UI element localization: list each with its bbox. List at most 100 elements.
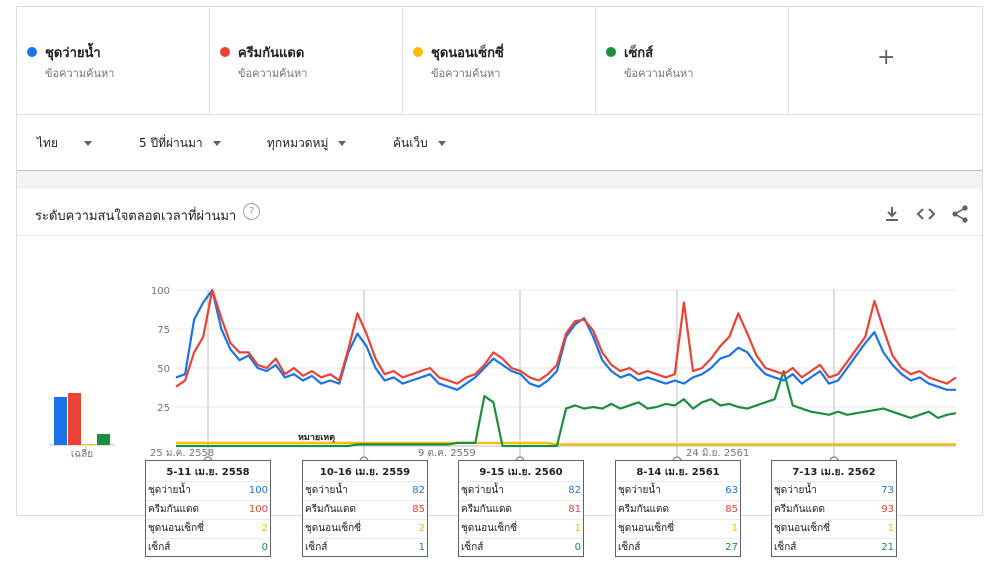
y-axis-ticks: 100 75 50 25 (151, 286, 170, 414)
tooltip-date: 7-13 เม.ย. 2562 (792, 467, 876, 478)
average-bar[interactable] (82, 444, 95, 445)
note-label[interactable]: หมายเหตุ (298, 433, 335, 443)
tooltip-series-value: 100 (248, 504, 268, 515)
search-type-dropdown[interactable]: ค้นเว็บ (393, 134, 446, 153)
tooltip-series-name: ครีมกันแดด (148, 504, 199, 515)
chart-tooltip: 7-13 เม.ย. 2562 ชุดว่ายน้ำ 73 ครีมกันแดด 93 ช… (771, 460, 897, 557)
term-card-1[interactable]: ชุดว่ายน้ำ ข้อความค้นหา (17, 7, 210, 114)
tooltip-series-value: 1 (731, 523, 738, 534)
caret-down-icon (83, 141, 92, 146)
help-icon[interactable]: ? (243, 203, 260, 220)
tooltip-series-value: 100 (248, 485, 268, 496)
average-label: เฉลี่ย (71, 446, 93, 460)
tooltip-row: เซ็กส์ 0 (459, 538, 583, 557)
term-color-dot (220, 47, 230, 57)
tooltip-series-value: 81 (568, 504, 581, 515)
term-type: ข้อความค้นหา (431, 67, 501, 80)
search-terms-row: ชุดว่ายน้ำ ข้อความค้นหา ครีมกันแดด ข้อคว… (17, 7, 982, 115)
tooltip-row: ชุดนอนเซ็กซี่ 1 (772, 519, 896, 538)
tooltip-series-name: เซ็กส์ (774, 542, 797, 553)
term-label: ครีมกันแดด (238, 46, 305, 61)
term-card-3[interactable]: ชุดนอนเซ็กซี่ ข้อความค้นหา (403, 7, 596, 114)
tooltip-date: 10-16 เม.ย. 2559 (319, 467, 411, 478)
term-type: ข้อความค้นหา (624, 67, 694, 80)
x-axis-ticks: 25 ม.ค. 2558 9 ต.ค. 2559 24 มิ.ย. 2561 (150, 448, 749, 459)
category-label: ทุกหมวดหมู่ (267, 136, 329, 150)
region-dropdown[interactable]: ไทย (37, 134, 92, 153)
tooltip-series-value: 21 (881, 542, 894, 553)
download-icon[interactable] (881, 203, 903, 225)
tooltip-series-name: ชุดว่ายน้ำ (618, 485, 661, 496)
embed-code-icon[interactable] (915, 203, 937, 225)
tooltip-series-value: 0 (261, 542, 268, 553)
tooltip-series-name: ชุดนอนเซ็กซี่ (305, 523, 362, 534)
chart-tooltip: 8-14 เม.ย. 2561 ชุดว่ายน้ำ 63 ครีมกันแดด 85 ช… (615, 460, 741, 557)
tooltip-series-value: 1 (418, 542, 425, 553)
tooltip-row: ชุดว่ายน้ำ 63 (616, 481, 740, 500)
tooltip-series-value: 73 (881, 485, 894, 496)
tooltip-series-name: ชุดว่ายน้ำ (305, 485, 348, 496)
tooltip-series-name: ชุดนอนเซ็กซี่ (618, 523, 675, 534)
tooltip-series-value: 63 (725, 485, 738, 496)
y-tick-label: 25 (157, 403, 170, 414)
caret-down-icon (338, 141, 347, 146)
add-term-button[interactable]: + (789, 7, 982, 114)
term-color-dot (413, 47, 423, 57)
tooltip-series-value: 1 (887, 523, 894, 534)
term-card-4[interactable]: เซ็กส์ ข้อความค้นหา (596, 7, 789, 114)
category-dropdown[interactable]: ทุกหมวดหมู่ (267, 134, 347, 153)
tooltip-row: ครีมกันแดด 81 (459, 500, 583, 519)
y-tick-label: 75 (157, 325, 170, 336)
term-card-2[interactable]: ครีมกันแดด ข้อความค้นหา (210, 7, 403, 114)
tooltip-series-name: ชุดว่ายน้ำ (148, 485, 191, 496)
tooltip-series-name: ครีมกันแดด (618, 504, 669, 515)
tooltip-series-value: 0 (574, 542, 581, 553)
term-color-dot (27, 47, 37, 57)
term-label: ชุดนอนเซ็กซี่ (431, 46, 504, 61)
tooltip-series-name: เซ็กส์ (305, 542, 328, 553)
average-bar[interactable] (54, 397, 67, 445)
tooltip-row: ครีมกันแดด 85 (303, 500, 427, 519)
tooltip-row: ครีมกันแดด 93 (772, 500, 896, 519)
tooltip-row: ครีมกันแดด 100 (146, 500, 270, 519)
tooltip-date: 9-15 เม.ย. 2560 (479, 467, 563, 478)
chart-tooltip: 9-15 เม.ย. 2560 ชุดว่ายน้ำ 82 ครีมกันแดด 81 ช… (458, 460, 584, 557)
tooltip-series-name: ครีมกันแดด (774, 504, 825, 515)
series-line[interactable] (176, 441, 956, 446)
term-label: เซ็กส์ (624, 46, 654, 61)
x-tick-label: 9 ต.ค. 2559 (418, 448, 476, 459)
search-type-label: ค้นเว็บ (393, 136, 428, 150)
y-tick-label: 100 (151, 286, 170, 297)
tooltip-row: ครีมกันแดด 85 (616, 500, 740, 519)
tooltip-series-value: 85 (412, 504, 425, 515)
caret-down-icon (212, 141, 221, 146)
time-range-dropdown[interactable]: 5 ปีที่ผ่านมา (139, 134, 221, 153)
series-line[interactable] (175, 288, 957, 388)
tooltip-row: เซ็กส์ 0 (146, 538, 270, 557)
tooltip-series-name: ครีมกันแดด (461, 504, 512, 515)
tooltip-row: ชุดว่ายน้ำ 100 (146, 481, 270, 500)
tooltip-series-value: 1 (574, 523, 581, 534)
tooltip-series-name: ชุดนอนเซ็กซี่ (461, 523, 518, 534)
share-icon[interactable] (949, 203, 971, 225)
tooltip-series-value: 93 (881, 504, 894, 515)
average-bar[interactable] (97, 434, 110, 445)
tooltip-series-name: ชุดนอนเซ็กซี่ (774, 523, 831, 534)
tooltip-series-name: ชุดว่ายน้ำ (461, 485, 504, 496)
time-range-label: 5 ปีที่ผ่านมา (139, 136, 203, 150)
term-type: ข้อความค้นหา (238, 67, 308, 80)
caret-down-icon (437, 141, 446, 146)
x-tick-label: 24 มิ.ย. 2561 (686, 448, 749, 459)
tooltip-row: ชุดนอนเซ็กซี่ 2 (146, 519, 270, 538)
tooltip-series-name: เซ็กส์ (461, 542, 484, 553)
tooltip-row: เซ็กส์ 1 (303, 538, 427, 557)
average-bar[interactable] (68, 393, 81, 445)
tooltip-date: 8-14 เม.ย. 2561 (636, 467, 720, 478)
tooltip-series-value: 82 (568, 485, 581, 496)
tooltip-row: เซ็กส์ 21 (772, 538, 896, 557)
series-line[interactable] (176, 370, 957, 448)
tooltip-series-name: ครีมกันแดด (305, 504, 356, 515)
tooltip-row: ชุดว่ายน้ำ 82 (303, 481, 427, 500)
tooltip-series-value: 2 (418, 523, 425, 534)
